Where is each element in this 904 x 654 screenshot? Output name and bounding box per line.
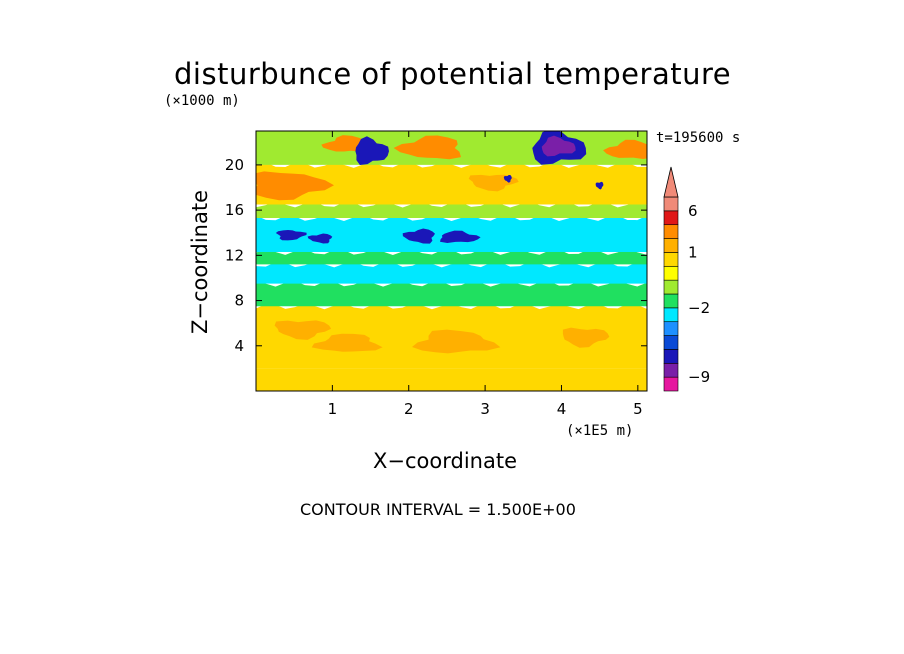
y-tick-label: 16 [225, 201, 244, 219]
contour-band [256, 280, 647, 307]
contour-feature [402, 228, 435, 244]
x-tick-label: 5 [633, 400, 643, 418]
contour-feature [603, 139, 647, 159]
contour-band [256, 201, 647, 219]
contour-band [256, 261, 647, 284]
contour-interval-label: CONTOUR INTERVAL = 1.500E+00 [300, 500, 576, 519]
colorbar-segment [663, 224, 679, 239]
y-ticks: 4 8 12 16 20 [225, 156, 647, 355]
plot-frame [255, 130, 648, 392]
contour-band [256, 368, 647, 391]
colorbar-segment [663, 196, 679, 212]
contour-band [256, 248, 647, 265]
y-tick-label: 20 [225, 156, 244, 174]
contour-feature [274, 320, 332, 340]
colorbar-segment [663, 279, 679, 295]
y-tick-label: 8 [234, 292, 244, 310]
x-tick-label: 3 [480, 400, 490, 418]
colorbar-segment [663, 210, 679, 226]
x-axis-label: X−coordinate [373, 449, 517, 473]
contour-feature [393, 135, 461, 160]
contour-feature [440, 230, 481, 243]
y-axis-unit: (×1000 m) [164, 93, 240, 109]
contour-feature [275, 230, 307, 241]
colorbar-segment [663, 349, 679, 364]
contour-feature [595, 181, 604, 190]
contour-feature [541, 135, 576, 157]
contour-feature [307, 233, 333, 244]
colorbar-segment [663, 293, 679, 309]
y-tick-label: 4 [234, 337, 244, 355]
contour-feature [311, 333, 383, 352]
contour-feature [412, 329, 501, 354]
contour-feature [562, 327, 610, 348]
y-tick-label: 12 [225, 246, 244, 264]
colorbar-segment [663, 376, 679, 392]
x-ticks: 1 2 3 4 5 [328, 131, 643, 418]
colorbar: 6 1 −2 −9 [663, 166, 710, 392]
time-label: t=195600 s [656, 130, 741, 146]
colorbar-segment [663, 252, 679, 267]
colorbar-tick-label: −2 [688, 299, 710, 317]
colorbar-tick-label: 1 [688, 243, 698, 261]
colorbar-tick-label: 6 [688, 202, 698, 220]
colorbar-arrow [663, 166, 679, 198]
colorbar-segment [663, 238, 679, 253]
x-axis-unit: (×1E5 m) [566, 423, 634, 439]
colorbar-segment [663, 321, 679, 336]
chart-title: disturbunce of potential temperature [174, 57, 732, 91]
colorbar-segment [663, 335, 679, 350]
colorbar-segment [663, 307, 679, 323]
x-tick-label: 2 [404, 400, 414, 418]
contour-feature [256, 171, 334, 201]
plot-area [256, 131, 647, 391]
contour-feature [503, 175, 512, 183]
contour-feature [355, 136, 389, 165]
colorbar-segment [663, 362, 679, 378]
x-tick-label: 1 [328, 400, 338, 418]
contour-band [256, 161, 647, 205]
x-tick-label: 4 [557, 400, 567, 418]
colorbar-segment [663, 265, 679, 281]
colorbar-tick-label: −9 [688, 368, 710, 386]
